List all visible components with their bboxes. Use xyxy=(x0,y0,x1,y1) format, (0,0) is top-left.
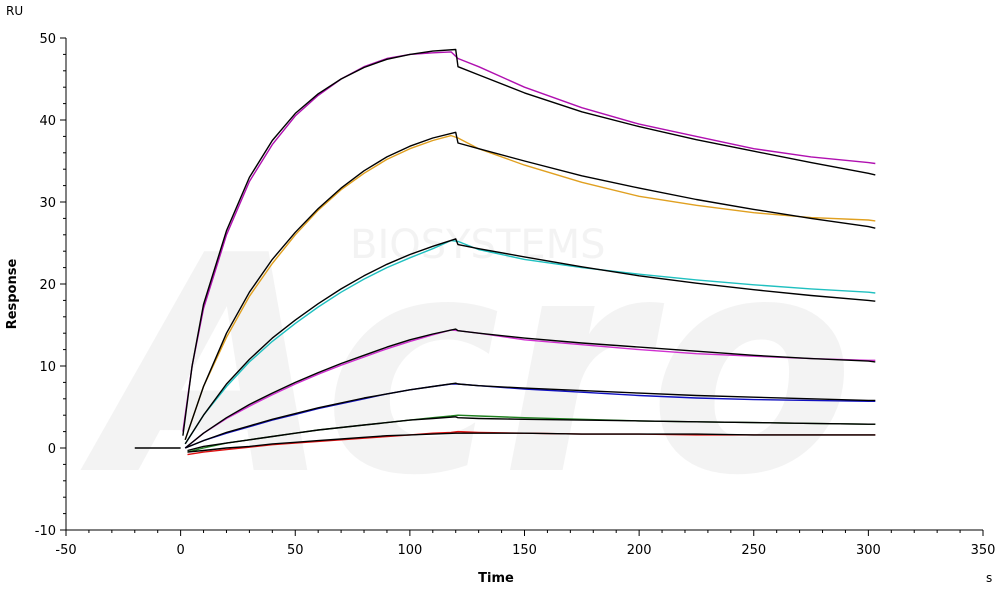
x-unit-label: s xyxy=(986,571,992,585)
x-tick-label: -50 xyxy=(55,543,76,558)
y-unit-label: RU xyxy=(6,4,23,18)
x-tick-label: 100 xyxy=(397,543,422,558)
series-line-14 xyxy=(187,432,876,453)
watermark-text: BIOSYSTEMS xyxy=(350,222,606,268)
x-tick-label: 0 xyxy=(176,543,184,558)
x-tick-label: 50 xyxy=(287,543,304,558)
y-tick-label: 10 xyxy=(39,360,56,375)
y-tick-label: -10 xyxy=(35,524,56,539)
x-tick-label: 350 xyxy=(971,543,996,558)
series-line-2 xyxy=(182,48,876,436)
series-line-1 xyxy=(182,51,876,432)
watermark-logo: BIOSYSTEMS Acro xyxy=(77,192,855,541)
axes: -10 0 10 20 30 40 50 -50 0 50 100 150 200 250 300 350 xyxy=(35,32,996,558)
series-line-8 xyxy=(184,328,876,449)
x-axis-title: Time xyxy=(478,571,514,586)
x-tick-label: 300 xyxy=(856,543,881,558)
x-tick-label: 250 xyxy=(741,543,766,558)
y-tick-label: 40 xyxy=(39,114,56,129)
y-tick-label: 20 xyxy=(39,278,56,293)
y-tick-label: 50 xyxy=(39,32,56,47)
y-tick-label: 30 xyxy=(39,196,56,211)
y-axis-title: Response xyxy=(5,259,20,330)
series-line-7 xyxy=(184,329,876,449)
series-layer xyxy=(134,48,876,456)
series-line-10 xyxy=(184,382,876,449)
x-tick-label: 200 xyxy=(627,543,652,558)
series-line-6 xyxy=(184,238,876,445)
x-tick-label: 150 xyxy=(512,543,537,558)
series-line-3 xyxy=(184,134,876,441)
watermark-mark: Acro xyxy=(77,192,855,541)
series-line-4 xyxy=(184,131,876,441)
series-line-12 xyxy=(187,416,876,452)
series-line-5 xyxy=(184,239,876,445)
y-tick-label: 0 xyxy=(48,442,56,457)
